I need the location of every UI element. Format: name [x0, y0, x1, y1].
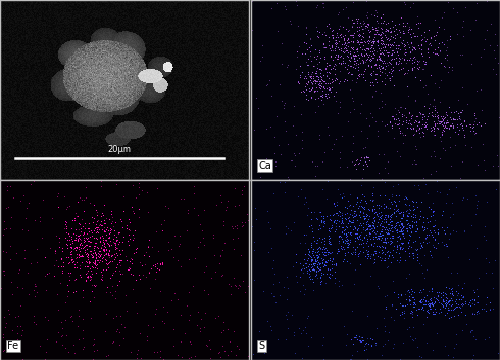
Text: Ca: Ca [258, 161, 271, 171]
Text: 20μm: 20μm [108, 145, 132, 154]
Text: Fe: Fe [8, 341, 18, 351]
Text: S: S [258, 341, 264, 351]
